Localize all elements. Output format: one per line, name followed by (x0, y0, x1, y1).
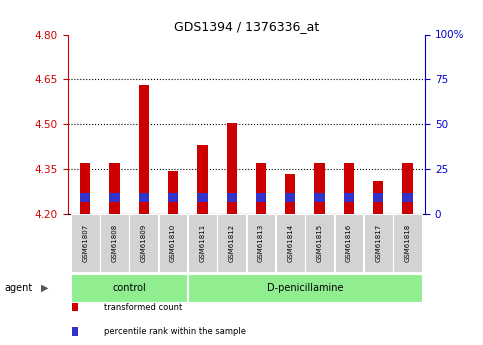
FancyBboxPatch shape (217, 215, 246, 272)
FancyBboxPatch shape (159, 215, 187, 272)
Bar (109, 193, 120, 202)
Bar (402, 193, 412, 202)
FancyBboxPatch shape (364, 215, 393, 272)
Bar (139, 193, 149, 202)
Text: GSM61816: GSM61816 (346, 224, 352, 262)
Bar (109, 163, 120, 214)
Text: agent: agent (5, 283, 33, 293)
Bar (314, 163, 325, 214)
FancyBboxPatch shape (393, 215, 422, 272)
Text: D-penicillamine: D-penicillamine (267, 283, 343, 293)
Text: GSM61812: GSM61812 (228, 224, 235, 262)
Text: transformed count: transformed count (104, 303, 182, 312)
Text: GSM61813: GSM61813 (258, 224, 264, 262)
Text: GSM61811: GSM61811 (199, 224, 205, 262)
Title: GDS1394 / 1376336_at: GDS1394 / 1376336_at (174, 20, 319, 33)
Text: GSM61808: GSM61808 (112, 224, 117, 262)
FancyBboxPatch shape (188, 215, 217, 272)
FancyBboxPatch shape (71, 215, 99, 272)
FancyBboxPatch shape (100, 215, 129, 272)
Bar (256, 193, 266, 202)
Text: control: control (112, 283, 146, 293)
Text: GSM61807: GSM61807 (82, 224, 88, 262)
Bar (344, 193, 354, 202)
Text: GSM61815: GSM61815 (316, 224, 323, 262)
Bar (373, 181, 384, 214)
Bar (197, 193, 208, 202)
FancyBboxPatch shape (71, 274, 187, 302)
Bar (314, 193, 325, 202)
Bar (256, 163, 266, 214)
FancyBboxPatch shape (247, 215, 275, 272)
Bar (168, 193, 178, 202)
FancyBboxPatch shape (305, 215, 334, 272)
Text: ▶: ▶ (41, 283, 49, 293)
Bar (80, 193, 90, 202)
Bar (227, 193, 237, 202)
Bar (373, 193, 384, 202)
Text: GSM61810: GSM61810 (170, 224, 176, 262)
FancyBboxPatch shape (335, 215, 363, 272)
Bar (227, 123, 237, 214)
FancyBboxPatch shape (276, 215, 305, 272)
Text: GSM61818: GSM61818 (404, 224, 411, 262)
Bar (139, 85, 149, 214)
Bar (197, 145, 208, 214)
Bar (402, 163, 412, 214)
FancyBboxPatch shape (188, 274, 422, 302)
Bar (80, 163, 90, 214)
Text: percentile rank within the sample: percentile rank within the sample (104, 327, 246, 336)
Text: GSM61809: GSM61809 (141, 224, 147, 262)
Bar (168, 170, 178, 214)
Text: GSM61817: GSM61817 (375, 224, 381, 262)
FancyBboxPatch shape (129, 215, 158, 272)
Bar (344, 163, 354, 214)
Bar (285, 193, 296, 202)
Bar (285, 174, 296, 214)
Text: GSM61814: GSM61814 (287, 224, 293, 262)
